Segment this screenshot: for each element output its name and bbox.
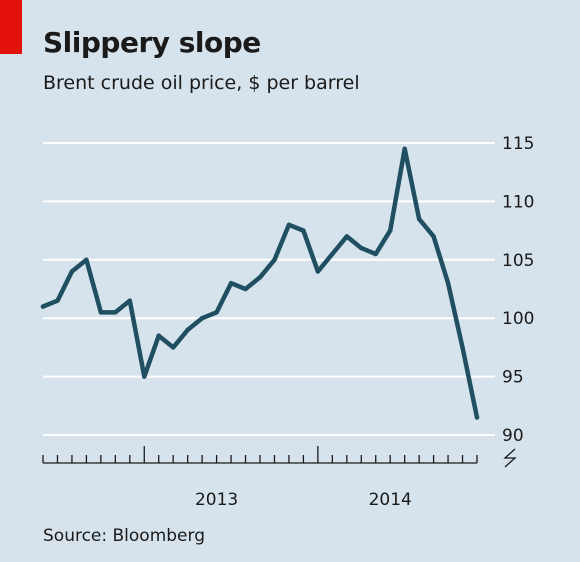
data-point xyxy=(199,316,205,321)
data-point xyxy=(243,286,248,292)
data-point xyxy=(113,310,118,315)
data-point xyxy=(344,234,349,239)
data-point xyxy=(214,310,219,315)
y-tick-label-115: 115 xyxy=(502,134,534,154)
axis-break-marker xyxy=(503,448,517,468)
data-point xyxy=(142,374,147,379)
data-point xyxy=(228,280,234,286)
data-point xyxy=(373,251,378,257)
x-axis xyxy=(42,446,517,468)
x-tick-label-2013: 2013 xyxy=(195,490,238,510)
y-axis-labels: 90 95 100 105 110 115 xyxy=(502,134,534,446)
data-point xyxy=(84,257,89,262)
data-point xyxy=(127,298,132,303)
data-point xyxy=(315,269,321,274)
data-point xyxy=(185,327,190,333)
data-point xyxy=(286,222,292,227)
x-axis-labels: 2013 2014 xyxy=(195,490,412,510)
data-point xyxy=(98,310,104,315)
y-tick-label-95: 95 xyxy=(502,368,524,388)
source-note: Source: Bloomberg xyxy=(43,526,205,546)
data-point xyxy=(156,333,161,338)
data-point xyxy=(330,251,335,257)
data-point xyxy=(416,216,422,222)
data-point xyxy=(55,298,60,303)
gridlines xyxy=(43,142,495,436)
data-point xyxy=(272,257,277,262)
data-point xyxy=(257,275,263,280)
data-point xyxy=(431,234,436,239)
data-point xyxy=(460,345,465,350)
chart-subtitle: Brent crude oil price, $ per barrel xyxy=(43,72,360,94)
y-tick-label-110: 110 xyxy=(502,192,534,212)
data-point xyxy=(388,228,393,233)
data-point xyxy=(301,228,306,233)
brand-tag xyxy=(0,0,22,54)
data-point xyxy=(40,304,46,309)
data-point xyxy=(171,345,176,350)
data-point xyxy=(445,280,451,286)
x-tick-label-2014: 2014 xyxy=(369,490,412,510)
y-tick-label-90: 90 xyxy=(502,426,524,446)
chart-title: Slippery slope xyxy=(43,26,261,59)
data-point xyxy=(359,245,364,251)
series xyxy=(40,146,480,420)
data-point xyxy=(474,415,480,420)
data-point xyxy=(402,146,407,152)
y-tick-label-100: 100 xyxy=(502,309,534,329)
data-point xyxy=(69,269,75,274)
y-tick-label-105: 105 xyxy=(502,251,534,271)
